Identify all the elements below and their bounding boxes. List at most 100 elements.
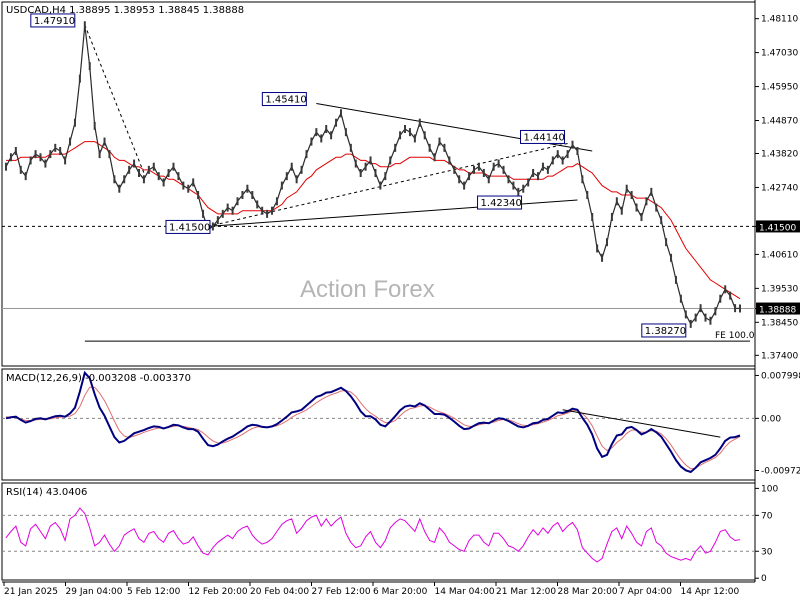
x-tick-label: 27 Feb 12:00 xyxy=(312,587,371,597)
price-candle xyxy=(586,191,589,200)
price-y-tick-label: 1.44870 xyxy=(761,117,798,127)
price-candle xyxy=(19,165,22,174)
price-candle xyxy=(113,175,116,184)
price-candle xyxy=(522,184,525,193)
price-candle xyxy=(724,285,727,294)
price-candle xyxy=(640,213,643,222)
rsi-y-tick-label: 70 xyxy=(761,511,773,521)
price-candle xyxy=(49,150,52,159)
price-candle xyxy=(364,162,367,171)
price-candle xyxy=(512,181,515,190)
price-candle xyxy=(384,172,387,181)
price-candle xyxy=(359,168,362,177)
price-candle xyxy=(369,156,372,165)
x-tick-label: 7 Apr 04:00 xyxy=(619,587,672,597)
level-box xyxy=(520,129,566,144)
price-candle xyxy=(665,238,668,247)
price-candle xyxy=(502,165,505,174)
price-candle xyxy=(517,187,520,196)
price-y-tick-label: 1.41500 xyxy=(759,223,796,233)
price-candle xyxy=(418,118,421,127)
price-candle xyxy=(344,128,347,137)
level-box xyxy=(641,323,687,338)
price-candle xyxy=(670,253,673,262)
price-candle xyxy=(571,140,574,149)
price-candle xyxy=(674,275,677,284)
level-label: 1.42340 xyxy=(481,198,522,209)
symbol-label: USDCAD,H4 xyxy=(6,5,66,16)
price-candle xyxy=(275,197,278,206)
retrace-dashed-line xyxy=(84,24,145,174)
price-candle xyxy=(477,162,480,171)
price-y-highlight-box xyxy=(756,302,800,315)
price-candle xyxy=(492,162,495,171)
price-candle xyxy=(408,128,411,137)
price-candle xyxy=(202,209,205,218)
price-candle xyxy=(93,121,96,130)
price-candle xyxy=(650,187,653,196)
price-candle xyxy=(404,124,407,133)
price-candle xyxy=(192,178,195,187)
price-candle xyxy=(374,168,377,177)
price-candle xyxy=(448,156,451,165)
macd-trendline xyxy=(562,409,721,438)
price-header: USDCAD,H4 1.38895 1.38953 1.38845 1.3888… xyxy=(6,5,244,16)
price-candle xyxy=(729,291,732,300)
price-candle xyxy=(138,168,141,177)
price-candle xyxy=(300,165,303,174)
price-candle xyxy=(433,153,436,162)
price-y-tick-label: 1.39530 xyxy=(761,284,798,294)
rsi-panel-frame xyxy=(1,482,756,581)
price-candle xyxy=(162,178,165,187)
price-candle xyxy=(236,197,239,206)
price-y-tick-label: 1.45950 xyxy=(761,83,798,93)
price-y-tick-label: 1.47030 xyxy=(761,49,798,59)
x-tick-label: 20 Feb 04:00 xyxy=(250,587,309,597)
price-candle xyxy=(310,137,313,146)
price-candle xyxy=(305,150,308,159)
price-candle xyxy=(256,200,259,209)
price-candle xyxy=(399,131,402,140)
price-candle xyxy=(290,162,293,171)
price-candle xyxy=(482,168,485,177)
price-candle xyxy=(78,74,81,83)
macd-y-tick-label: 0.00 xyxy=(761,414,781,424)
price-candle xyxy=(625,184,628,193)
price-candle xyxy=(280,181,283,190)
price-candle xyxy=(197,191,200,200)
price-candle xyxy=(714,307,717,316)
price-candle xyxy=(551,156,554,165)
price-candle xyxy=(591,213,594,222)
price-candle xyxy=(123,175,126,184)
macd-title: MACD(12,26,9) -0.003208 -0.003370 xyxy=(6,373,191,384)
level-label: 1.47910 xyxy=(34,16,75,27)
price-candle xyxy=(221,209,224,218)
price-candle xyxy=(241,191,244,200)
price-candle xyxy=(54,143,57,152)
price-candle xyxy=(655,203,658,212)
price-candle xyxy=(335,118,338,127)
ohlc-label: 1.38895 1.38953 1.38845 1.38888 xyxy=(69,5,245,16)
x-tick-label: 5 Feb 12:00 xyxy=(127,587,181,597)
price-candle xyxy=(325,124,328,133)
price-candle xyxy=(108,150,111,159)
price-candle xyxy=(532,168,535,177)
rsi-y-tick-label: 30 xyxy=(761,547,773,557)
price-y-tick-label: 1.48110 xyxy=(761,15,798,25)
fe-label: FE 100.0 xyxy=(715,331,755,341)
price-candle xyxy=(182,181,185,190)
price-candle xyxy=(679,294,682,303)
price-candle xyxy=(152,162,155,171)
price-candle xyxy=(354,159,357,168)
rsi-y-tick-label: 100 xyxy=(761,484,778,494)
price-candle xyxy=(537,172,540,181)
rsi-line xyxy=(5,507,741,563)
price-candle xyxy=(157,172,160,181)
price-candle xyxy=(423,131,426,140)
price-candle xyxy=(177,172,180,181)
price-candle xyxy=(620,206,623,215)
price-candle xyxy=(172,162,175,171)
price-candle xyxy=(103,137,106,146)
price-candle xyxy=(601,253,604,262)
watermark: Action Forex xyxy=(300,276,435,303)
